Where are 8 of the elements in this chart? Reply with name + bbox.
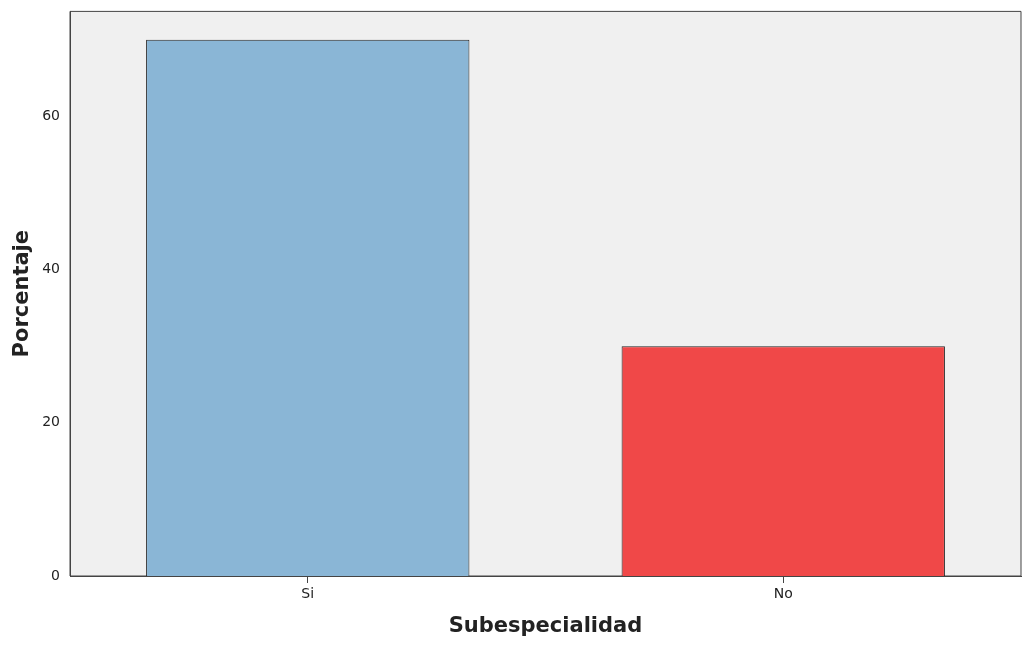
y-tick-label: 60 <box>42 106 61 123</box>
y-tick-label: 20 <box>42 413 61 430</box>
x-tick-label: Si <box>301 585 315 602</box>
y-tick-label: 40 <box>42 260 61 277</box>
y-axis-title: Porcentaje <box>9 229 34 358</box>
x-tick-label: No <box>773 585 793 602</box>
x-axis-title: Subespecialidad <box>448 612 643 637</box>
y-tick-label: 0 <box>51 566 61 583</box>
